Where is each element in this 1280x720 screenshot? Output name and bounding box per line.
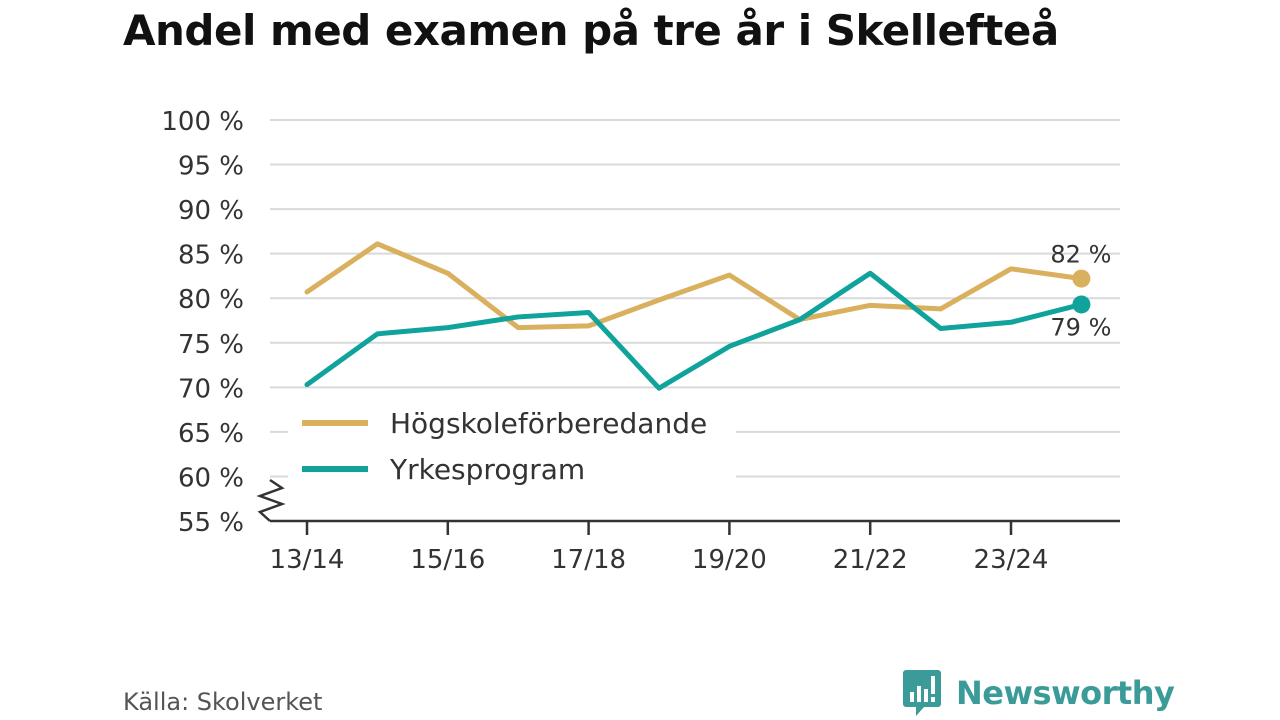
x-tick-label: 23/24 [974,545,1049,575]
legend-label: Högskoleförberedande [390,407,707,440]
legend-label: Yrkesprogram [389,453,585,486]
series-end-label: 82 % [1050,241,1111,269]
x-tick-label: 19/20 [692,545,767,575]
y-tick-label: 60 % [178,463,244,493]
x-tick-label: 13/14 [270,545,345,575]
series-end-label: 79 % [1050,313,1111,341]
y-tick-label: 80 % [178,285,244,315]
y-tick-label: 65 % [178,419,244,449]
legend-background [288,398,736,488]
x-tick-label: 17/18 [551,545,626,575]
axes: 13/14 15/16 17/18 19/20 21/22 23/24 [256,478,1120,575]
gridlines [270,119,1120,488]
chart-title: Andel med examen på tre år i Skellefteå [123,6,1059,55]
line-chart: 55 % 60 % 65 % 70 % 75 % 80 % 85 % 90 % 95 % 100 … [161,107,1120,575]
brand-logo: Newsworthy [902,668,1175,718]
source-note: Källa: Skolverket [123,688,323,716]
series-line-yrkesprogram [304,270,1084,391]
axis-break-icon [256,478,286,522]
y-axis-labels: 55 % 60 % 65 % 70 % 75 % 80 % 85 % 90 % 95 % 100 … [161,107,244,538]
y-tick-label: 70 % [178,374,244,404]
series-end-point [1072,269,1091,288]
y-tick-label: 75 % [178,330,244,360]
y-tick-label: 95 % [178,152,244,182]
series-line-hogskoleforberedande [304,241,1084,331]
y-tick-label: 100 % [161,107,244,137]
series-end-point [1072,295,1091,314]
newsworthy-logo-icon [903,670,941,716]
legend: Högskoleförberedande Yrkesprogram [302,407,707,486]
x-tick-label: 15/16 [410,545,485,575]
y-tick-label: 55 % [178,508,244,538]
brand-name: Newsworthy [956,674,1175,712]
x-tick-label: 21/22 [833,545,908,575]
series-lines: 82 % 79 % [304,241,1111,391]
y-tick-label: 90 % [178,196,244,226]
y-tick-label: 85 % [178,241,244,271]
